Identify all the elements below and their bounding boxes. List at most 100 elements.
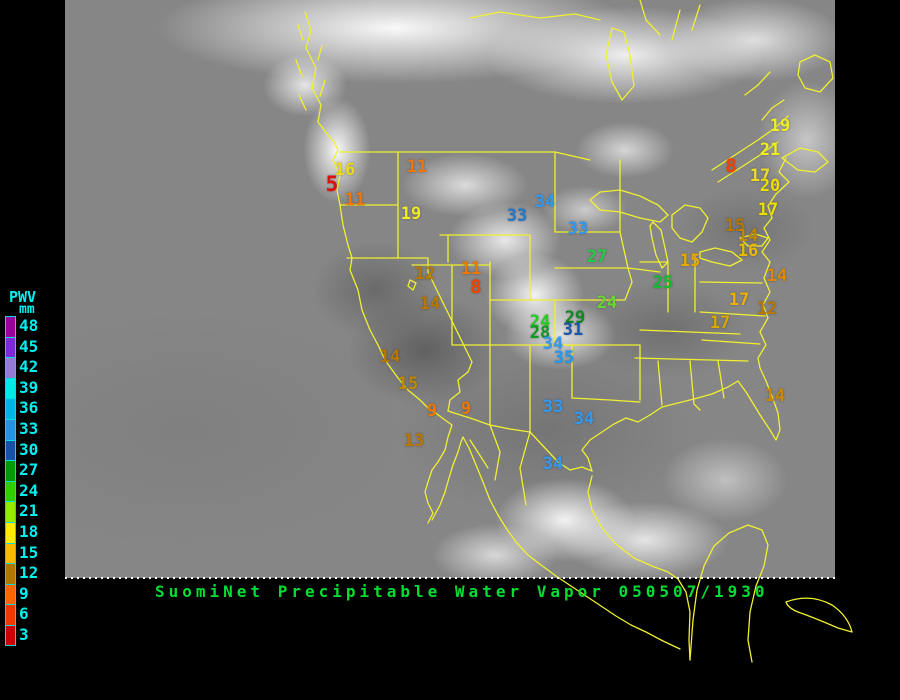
legend-entry: 12 — [5, 563, 38, 584]
pwv-station-value: 34 — [534, 192, 556, 212]
legend-color-swatch — [5, 460, 16, 481]
pwv-station-value: 35 — [553, 348, 575, 368]
legend-value-label: 30 — [19, 439, 39, 459]
legend-entry: 45 — [5, 336, 39, 358]
legend-color-swatch — [5, 542, 16, 564]
legend-color-swatch — [5, 480, 16, 502]
pwv-station-value: 15 — [679, 251, 701, 271]
legend-value-label: 39 — [19, 377, 39, 397]
east-coastline — [757, 157, 790, 369]
pwv-station-value: 14 — [419, 294, 441, 314]
legend-value-label: 33 — [19, 418, 39, 438]
pwv-station-value: 34 — [542, 454, 564, 474]
pwv-station-value: 33 — [567, 219, 589, 239]
bc-coastline — [295, 11, 329, 136]
legend-color-swatch — [5, 439, 16, 461]
legend-value-label: 18 — [19, 521, 39, 541]
legend-entry: 36 — [5, 398, 38, 419]
pwv-station-value: 27 — [586, 247, 608, 267]
pwv-station-value: 24 — [529, 312, 551, 332]
pwv-station-value: 14 — [737, 226, 759, 246]
legend-color-swatch — [5, 377, 16, 399]
pwv-station-value: 19 — [769, 116, 791, 136]
pwv-color-scale: PWV mm 48 45 42 39 36 33 30 27 24 21 18 15 12 9 6 3 — [5, 290, 38, 646]
pwv-station-value: 21 — [759, 140, 781, 160]
west-coastline — [327, 134, 681, 650]
legend-entry: 27 — [5, 460, 38, 481]
legend-value-label: 45 — [19, 336, 39, 356]
legend-color-swatch — [5, 563, 16, 584]
pwv-station-value: 9 — [460, 399, 472, 419]
pwv-station-value: 17 — [757, 200, 779, 220]
pwv-station-value: 33 — [506, 206, 528, 226]
legend-color-swatch — [5, 398, 16, 419]
legend-value-label: 6 — [19, 604, 29, 624]
legend-entry: 33 — [5, 418, 39, 440]
pwv-station-value: 11 — [344, 190, 366, 210]
pwv-station-value: 12 — [414, 264, 436, 284]
legend-color-swatch — [5, 316, 16, 337]
pwv-station-value: 5 — [325, 172, 339, 196]
pwv-station-value: 34 — [573, 409, 595, 429]
satellite-water-vapor-image — [65, 0, 835, 578]
pwv-station-value: 15 — [397, 374, 419, 394]
pwv-station-value: 17 — [728, 290, 750, 310]
legend-value-label: 48 — [19, 316, 39, 335]
legend-color-swatch — [5, 521, 16, 543]
pwv-station-value: 8 — [470, 276, 482, 298]
pwv-station-value: 14 — [766, 266, 788, 286]
legend-value-label: 36 — [19, 398, 39, 418]
legend-title: PWV — [9, 288, 37, 306]
pwv-station-value: 34 — [542, 334, 564, 354]
pwv-station-value: 33 — [542, 397, 564, 417]
yucatan-coastline — [689, 524, 769, 663]
pwv-station-value: 9 — [426, 401, 438, 421]
legend-entry: 6 — [5, 604, 38, 625]
pwv-station-value: 8 — [725, 155, 737, 177]
pwv-station-value: 16 — [737, 241, 759, 261]
hudson-james-bay — [469, 0, 701, 101]
legend-entry: 42 — [5, 357, 38, 378]
legend-color-swatch — [5, 583, 16, 605]
gulf-coastline — [581, 380, 739, 661]
legend-unit: mm — [19, 302, 35, 317]
pwv-station-value: 17 — [749, 166, 771, 186]
pwv-station-value: 28 — [529, 323, 551, 343]
us-mexico-border — [447, 410, 593, 472]
legend-entry: 15 — [5, 542, 39, 564]
pwv-station-value: 12 — [756, 299, 778, 319]
legend-value-label: 24 — [19, 480, 39, 500]
legend-entries: 48 45 42 39 36 33 30 27 24 21 18 15 12 9 6 3 — [5, 316, 38, 646]
legend-value-label: 21 — [19, 501, 39, 521]
st-lawrence-coastline — [711, 54, 834, 183]
pwv-station-value: 14 — [379, 347, 401, 367]
image-bottom-dotted-border — [65, 577, 835, 579]
legend-entry: 30 — [5, 439, 39, 461]
pwv-station-value: 14 — [764, 386, 786, 406]
legend-color-swatch — [5, 501, 16, 522]
legend-color-swatch — [5, 336, 16, 358]
legend-value-label: 3 — [19, 624, 29, 644]
pwv-station-value: 25 — [652, 273, 674, 293]
legend-value-label: 15 — [19, 542, 39, 562]
florida-coastline — [737, 367, 781, 441]
pwv-station-value: 31 — [562, 320, 584, 340]
legend-value-label: 27 — [19, 460, 39, 480]
legend-entry: 3 — [5, 624, 38, 646]
pwv-station-value: 16 — [334, 160, 356, 180]
legend-value-label: 9 — [19, 583, 29, 603]
legend-value-label: 12 — [19, 563, 39, 583]
state-borders-plains — [554, 151, 696, 401]
legend-entry: 48 — [5, 316, 38, 337]
pwv-station-value: 20 — [759, 176, 781, 196]
pwv-station-value: 11 — [406, 157, 428, 177]
legend-color-swatch — [5, 418, 16, 440]
legend-color-swatch — [5, 624, 16, 646]
state-borders-west — [339, 151, 641, 433]
legend-entry: 24 — [5, 480, 39, 502]
pwv-station-value: 13 — [403, 431, 425, 451]
legend-entry: 9 — [5, 583, 38, 605]
legend-value-label: 42 — [19, 357, 39, 377]
pwv-station-value: 15 — [724, 216, 746, 236]
